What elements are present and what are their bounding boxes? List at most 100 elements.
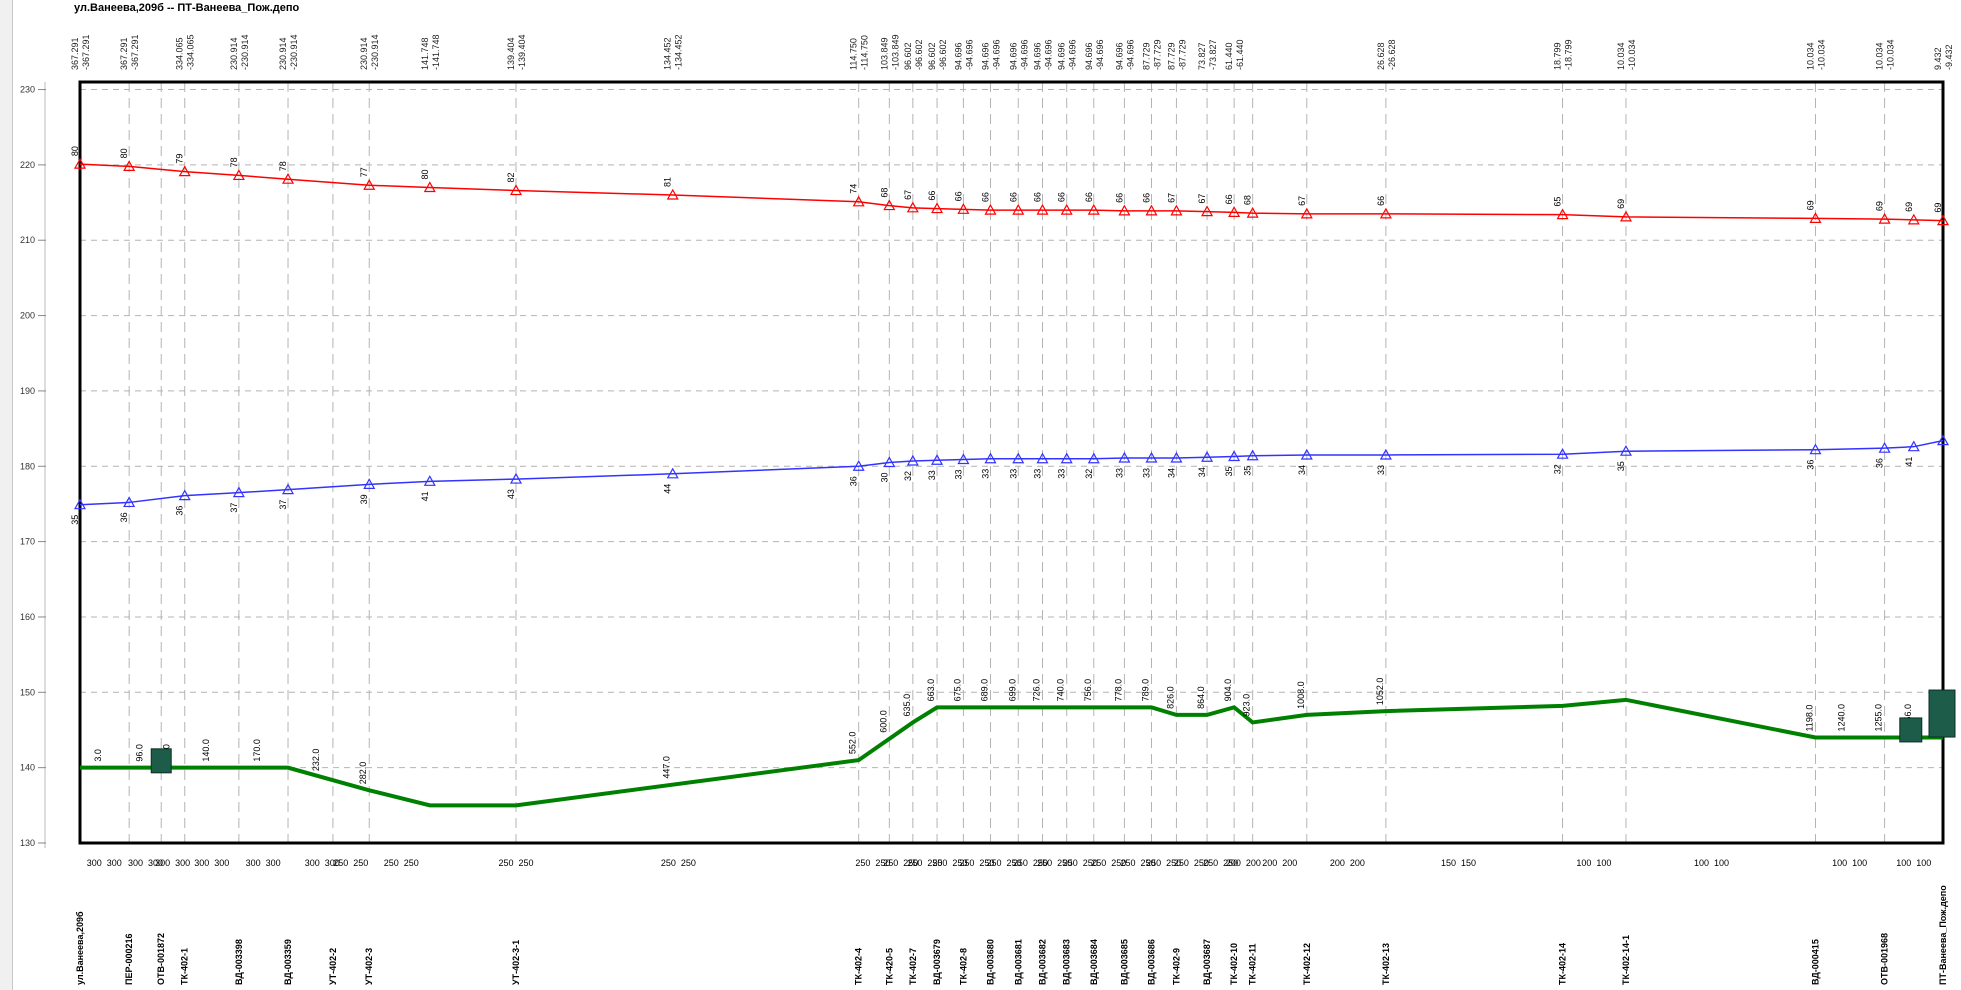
supply-point-label: 66: [1141, 193, 1151, 203]
node-name-label: ТК-402-14-1: [1621, 935, 1631, 985]
node-name-label: УТ-402-3-1: [511, 940, 521, 985]
top-flow-label: -18.799: [1564, 39, 1574, 70]
supply-point-marker: [1228, 206, 1241, 217]
return-point-label: 32: [1553, 464, 1563, 474]
supply-point-label: 66: [1084, 192, 1094, 202]
return-point-marker: [73, 498, 87, 510]
supply-point-label: 68: [879, 188, 889, 198]
return-point-marker: [1145, 451, 1158, 463]
top-flow-label: -96.602: [914, 39, 924, 70]
top-flow-label: 61.440: [1224, 42, 1234, 70]
ground-point-label: 1255.0: [1874, 704, 1884, 732]
return-point-marker: [232, 486, 245, 498]
top-flow-label: 26.628: [1376, 42, 1386, 70]
node-name-label: ТК-420-5: [884, 948, 894, 985]
top-flow-label: 96.602: [927, 42, 937, 70]
vertical-ruler[interactable]: [0, 0, 13, 990]
supply-point-label: 69: [1933, 203, 1943, 213]
pipe-diameter-label: 250: [1057, 858, 1072, 868]
node-name-label: ТК-402-14: [1558, 943, 1568, 985]
ground-point-label: 923.0: [1242, 694, 1252, 717]
return-point-marker: [1619, 444, 1632, 456]
return-point-marker: [1907, 440, 1920, 452]
top-flow-label: -96.602: [938, 39, 948, 70]
ground-point-label: 904.0: [1223, 679, 1233, 702]
ground-point-label: 864.0: [1196, 686, 1206, 709]
return-point-label: 35: [1616, 461, 1626, 471]
pipe-diameter-label: 200: [1350, 858, 1365, 868]
return-point-label: 32: [1084, 469, 1094, 479]
ground-point-label: 756.0: [1083, 679, 1093, 702]
supply-point-marker: [1036, 203, 1049, 215]
profile-title: ул.Ванеева,209б -- ПТ-Ванеева_Пож.депо: [74, 2, 300, 14]
return-point-label: 34: [1297, 465, 1307, 475]
ground-point-label: 552.0: [848, 732, 858, 755]
supply-point-label: 67: [1297, 196, 1307, 206]
return-point-label: 33: [1032, 469, 1042, 479]
supply-point-marker: [178, 165, 191, 177]
y-tick-label: 200: [20, 311, 35, 321]
node-name-label: ВД-003681: [1013, 939, 1023, 985]
return-point-label: 33: [1057, 469, 1067, 479]
top-flow-label: -94.696: [1043, 39, 1053, 70]
return-point-label: 41: [420, 491, 430, 501]
return-point-marker: [666, 467, 679, 479]
supply-point-marker: [984, 203, 997, 215]
ground-elevation-line: [80, 697, 1943, 808]
pipe-diameter-label: 300: [194, 858, 209, 868]
return-point-label: 30: [879, 472, 889, 482]
pipe-diameter-label: 250: [1174, 858, 1189, 868]
top-flow-label: -141.748: [431, 34, 441, 70]
pipe-diameter-label: 100: [1896, 858, 1911, 868]
supply-point-marker: [1145, 204, 1158, 216]
node-name-label: ВД-003683: [1062, 939, 1072, 985]
node-name-label: ВД-003687: [1202, 939, 1212, 985]
return-point-marker: [1036, 452, 1049, 464]
supply-point-marker: [883, 199, 896, 211]
supply-point-label: 80: [119, 148, 129, 158]
supply-point-label: 69: [1875, 201, 1885, 211]
pipe-diameter-label: 250: [1063, 858, 1078, 868]
node-name-label: УТ-402-2: [328, 948, 338, 985]
supply-point-label: 67: [1197, 194, 1207, 204]
return-point-marker: [1379, 448, 1392, 460]
pipe-diameter-label: 250: [1146, 858, 1161, 868]
pipe-diameter-label: 250: [404, 858, 419, 868]
return-point-label: 33: [980, 469, 990, 479]
return-point-marker: [282, 483, 295, 495]
ground-point-label: 663.0: [926, 679, 936, 702]
return-point-marker: [423, 475, 436, 486]
equipment-block: [1899, 717, 1923, 743]
node-name-label: ОТВ-001872: [156, 933, 166, 985]
pipe-diameter-label: 250: [927, 858, 942, 868]
supply-point-label: 77: [359, 167, 369, 177]
return-point-marker: [1118, 451, 1131, 463]
return-point-marker: [1246, 449, 1259, 461]
return-point-marker: [1936, 434, 1950, 446]
node-name-label: ВД-003684: [1089, 939, 1099, 985]
y-tick-label: 210: [20, 235, 35, 245]
top-flow-label: -103.849: [890, 34, 900, 70]
return-point-label: 35: [70, 515, 80, 525]
return-point-marker: [123, 496, 136, 508]
supply-point-marker: [282, 172, 295, 184]
top-flow-label: 230.914: [278, 37, 288, 70]
supply-point-label: 81: [663, 177, 673, 187]
supply-point-marker: [232, 169, 245, 181]
supply-point-marker: [957, 203, 970, 214]
top-flow-label: -94.696: [1095, 39, 1105, 70]
return-point-marker: [1228, 450, 1241, 462]
top-flow-label: 230.914: [359, 37, 369, 70]
ground-point-label: 232.0: [311, 749, 321, 772]
pipe-diameter-label: 250: [1083, 858, 1098, 868]
top-flow-label: -10.034: [1816, 39, 1826, 70]
node-name-label: ТК-402-12: [1302, 943, 1312, 985]
node-name-label: ТК-402-1: [180, 948, 190, 985]
supply-point-label: 66: [1224, 194, 1234, 204]
return-point-label: 33: [1141, 468, 1151, 478]
supply-point-label: 82: [506, 172, 516, 182]
return-point-label: 36: [175, 506, 185, 516]
supply-point-marker: [1619, 210, 1632, 222]
supply-point-marker: [852, 195, 865, 207]
